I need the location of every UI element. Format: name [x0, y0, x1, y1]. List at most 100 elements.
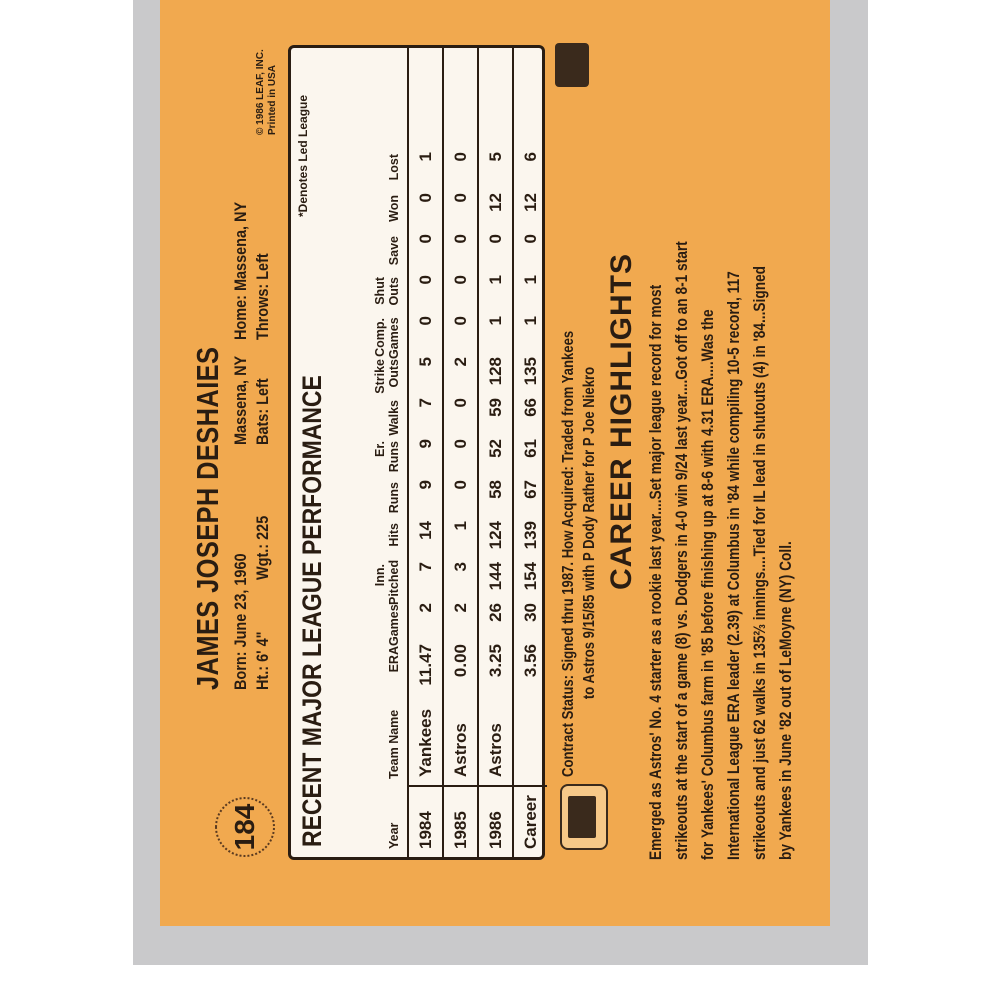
table-cell: 1984: [409, 785, 442, 857]
column-header: Shut Outs: [373, 277, 401, 306]
table-cell: 1: [485, 275, 505, 285]
born: Born: June 23, 1960: [231, 553, 250, 690]
table-cell: 0.00: [450, 644, 470, 678]
header-row: Year Team Name ERA Games Inn. Pitched Hits Run…: [343, 48, 407, 857]
table-cell: Astros: [450, 723, 470, 777]
column-header: Team Name: [387, 709, 401, 779]
bats: Bats: Left: [253, 378, 272, 445]
height: Ht.: 6' 4": [253, 631, 272, 690]
contract-line: Contract Status: Signed thru 1987. How A…: [560, 330, 577, 777]
table-cell: 30: [520, 603, 540, 622]
table-cell: 0: [415, 193, 435, 203]
table-cell: 0: [450, 480, 470, 490]
table-cell: Yankees: [415, 708, 435, 777]
table-cell: 0: [415, 275, 435, 285]
table-cell: 6: [520, 152, 540, 162]
contract-status: Contract Status: Signed thru 1987. How A…: [558, 331, 600, 777]
contract-line: to Astros 9/15/85 with P Dody Rather for…: [581, 366, 598, 700]
table-cell: 0: [450, 275, 470, 285]
table-row: Career 3.56 30 154 139 67 61 66 135 1 1 0 12 6: [512, 48, 547, 857]
table-cell: 5: [415, 357, 435, 367]
highlights-heading: CAREER HIGHLIGHTS: [605, 252, 638, 590]
table-row: 1986 Astros 3.25 26 144 124 58 52 59 128 1 1 0 12 5: [477, 48, 512, 857]
table-cell: 1: [415, 152, 435, 162]
table-cell: 139: [520, 521, 540, 550]
table-cell: 3.56: [520, 644, 540, 678]
table-cell: 12: [520, 193, 540, 212]
table-cell: 14: [415, 521, 435, 540]
throws: Throws: Left: [253, 253, 272, 340]
column-header: Games: [387, 604, 401, 646]
table-cell: 59: [485, 398, 505, 417]
table-cell: 61: [520, 439, 540, 458]
weight: Wgt.: 225: [253, 515, 272, 580]
column-header: Won: [387, 195, 401, 222]
table-row: 1984 Yankees 11.47 2 7 14 9 9 7 5 0 0 0 0 1: [407, 48, 442, 857]
table-cell: 0: [450, 234, 470, 244]
copyright: © 1986 LEAF, INC. Printed in USA: [255, 49, 278, 135]
highlight-line: strikeouts at the start of a game (8) vs…: [673, 241, 691, 860]
column-header: Year: [387, 822, 401, 849]
led-league-note: *Denotes Led League: [296, 94, 310, 217]
stats-title: RECENT MAJOR LEAGUE PERFORMANCE: [297, 375, 327, 847]
table-cell: 5: [485, 152, 505, 162]
table-cell: 11.47: [415, 644, 435, 686]
column-header: Inn. Pitched: [373, 559, 401, 605]
table-cell: 135: [520, 357, 540, 386]
highlight-line: Emerged as Astros' No. 4 starter as a ro…: [647, 284, 665, 860]
table-cell: 0: [450, 398, 470, 408]
table-cell: 0: [485, 234, 505, 244]
column-header: Walks: [387, 400, 401, 436]
mlb-logo: [555, 43, 589, 87]
table-cell: 3: [450, 562, 470, 572]
table-cell: 1985: [444, 785, 477, 857]
table-cell: 26: [485, 603, 505, 622]
table-cell: 67: [520, 480, 540, 499]
column-header: Runs: [387, 482, 401, 514]
table-cell: 7: [415, 398, 435, 408]
column-header: Comp. Games: [373, 317, 401, 359]
table-cell: 1: [520, 275, 540, 285]
table-cell: 2: [415, 603, 435, 613]
home: Home: Massena, NY: [231, 201, 250, 340]
table-cell: 58: [485, 480, 505, 499]
table-cell: 9: [415, 480, 435, 490]
table-cell: Career: [514, 785, 547, 857]
stats-table: RECENT MAJOR LEAGUE PERFORMANCE *Denotes…: [288, 45, 547, 860]
highlights-text: Emerged as Astros' No. 4 starter as a ro…: [643, 63, 799, 860]
table-cell: 2: [450, 603, 470, 613]
players-association-logo: [560, 784, 608, 850]
table-cell: 124: [485, 521, 505, 550]
table-cell: 0: [520, 234, 540, 244]
column-header: Hits: [387, 523, 401, 547]
stats-grid: Year Team Name ERA Games Inn. Pitched Hits Run…: [343, 48, 547, 857]
table-cell: 2: [450, 357, 470, 367]
column-header: ERA: [387, 646, 401, 673]
table-cell: Astros: [485, 723, 505, 777]
table-cell: 0: [415, 234, 435, 244]
column-header: Strike Outs: [373, 359, 401, 394]
table-cell: 0: [450, 152, 470, 162]
table-cell: 0: [450, 316, 470, 326]
table-cell: 154: [520, 562, 540, 591]
column-header: Lost: [387, 154, 401, 181]
card-number: 184: [215, 797, 275, 857]
highlight-line: International League ERA leader (2.39) a…: [725, 271, 743, 860]
table-cell: 144: [485, 562, 505, 591]
column-header: Er. Runs: [373, 441, 401, 473]
table-cell: 1986: [479, 785, 512, 857]
born-place: Massena, NY: [231, 355, 250, 445]
table-cell: 52: [485, 439, 505, 458]
table-cell: 128: [485, 357, 505, 386]
table-cell: 1: [450, 521, 470, 531]
highlight-line: strikeouts and just 62 walks in 135⅔ inn…: [751, 265, 769, 860]
table-cell: 66: [520, 398, 540, 417]
table-cell: 1: [520, 316, 540, 326]
highlight-line: for Yankees' Columbus farm in '85 before…: [699, 309, 717, 860]
table-cell: 0: [415, 316, 435, 326]
table-cell: 7: [415, 562, 435, 572]
table-cell: 1: [485, 316, 505, 326]
table-cell: 0: [450, 439, 470, 449]
table-cell: 0: [450, 193, 470, 203]
table-cell: 12: [485, 193, 505, 212]
